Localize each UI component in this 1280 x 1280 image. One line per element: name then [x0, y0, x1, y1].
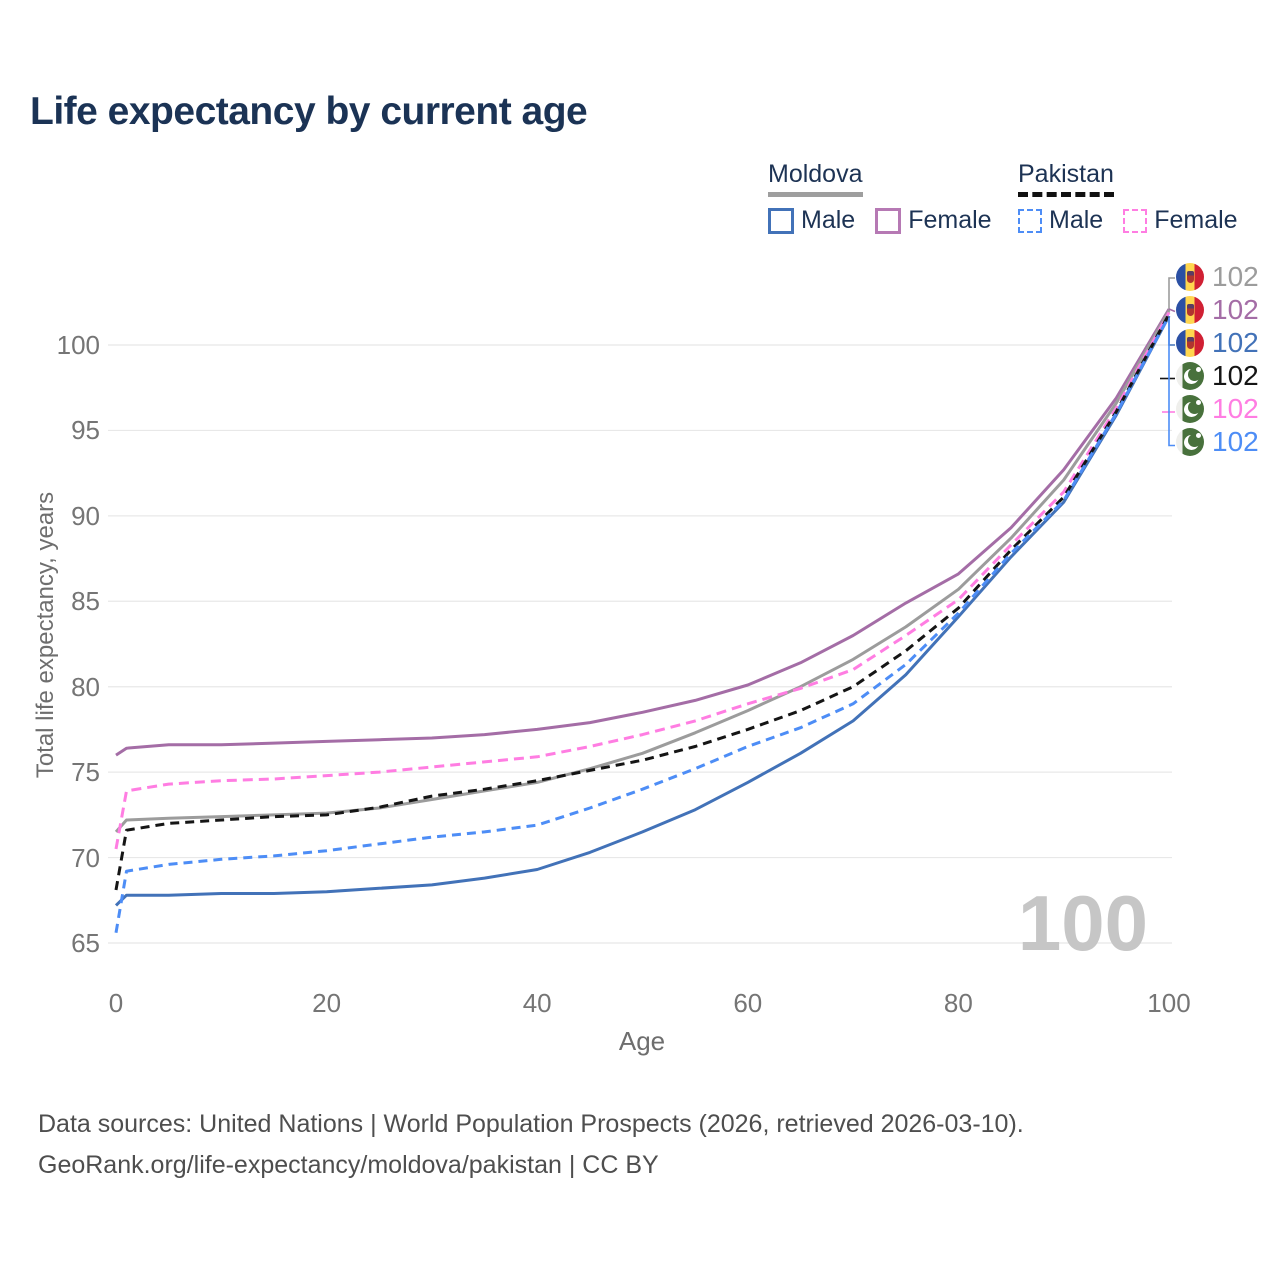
endpoint-value: 102	[1212, 426, 1259, 457]
legend-country-pakistan[interactable]: Pakistan	[1018, 160, 1114, 206]
leader-line	[1168, 318, 1175, 447]
endpoint-label-row: 102	[1176, 362, 1259, 390]
pakistan-flag-icon	[1176, 395, 1204, 423]
y-tick-label: 65	[71, 928, 100, 958]
legend-country-moldova[interactable]: Moldova	[768, 160, 863, 206]
legend-item-label: Male	[1049, 206, 1104, 234]
x-axis-title: Age	[618, 1026, 666, 1056]
moldova-flag-icon	[1176, 296, 1204, 324]
endpoint-label-row: 102	[1176, 263, 1259, 291]
x-tick-label: 100	[1147, 988, 1191, 1018]
endpoint-label-row: 102	[1176, 428, 1259, 456]
endpoint-value: 102	[1212, 294, 1259, 325]
y-tick-label: 90	[71, 500, 100, 531]
legend-country-moldova-label: Moldova	[768, 160, 863, 188]
y-tick-label: 100	[56, 330, 100, 360]
endpoint-label-row: 102	[1176, 395, 1259, 423]
series-line-moldova-male[interactable]	[114, 315, 1171, 907]
endpoint-value: 102	[1212, 261, 1259, 292]
leader-line	[1168, 277, 1175, 311]
x-tick-label: 20	[312, 988, 342, 1018]
x-tick-label: 0	[108, 988, 124, 1018]
pakistan-line-style-swatch	[1018, 192, 1114, 197]
data-sources-footer: Data sources: United Nations | World Pop…	[38, 1104, 1024, 1186]
pakistan-flag-icon	[1176, 428, 1204, 456]
age-cursor-watermark: 100	[1017, 879, 1148, 967]
legend-item-label: Male	[801, 206, 856, 234]
leader-line	[1168, 308, 1176, 313]
y-tick-label: 75	[71, 757, 100, 788]
y-tick-label: 95	[71, 415, 100, 446]
endpoint-value: 102	[1212, 393, 1259, 424]
moldova-line-style-swatch	[768, 192, 863, 197]
legend-item-pakistan-male[interactable]: Male	[1018, 206, 1103, 235]
pakistan-female-swatch-icon	[1123, 208, 1148, 233]
moldova-flag-icon	[1176, 263, 1204, 291]
pakistan-flag-icon	[1176, 362, 1204, 390]
series-line-moldova-both-sexes[interactable]	[114, 310, 1171, 833]
endpoint-value: 102	[1212, 360, 1259, 391]
legend-group-pakistan: Pakistan Male Female	[1018, 160, 1238, 235]
legend-item-moldova-male[interactable]: Male	[768, 206, 855, 235]
footer-line-2: GeoRank.org/life-expectancy/moldova/paki…	[38, 1151, 659, 1179]
moldova-male-swatch-icon	[768, 207, 794, 234]
leader-line	[1168, 316, 1175, 346]
y-tick-label: 80	[71, 671, 100, 702]
footer-line-1: Data sources: United Nations | World Pop…	[38, 1110, 1024, 1138]
chart-title: Life expectancy by current age	[30, 90, 588, 133]
y-axis-title: Total life expectancy, years	[32, 491, 59, 779]
pakistan-male-swatch-icon	[1018, 208, 1042, 233]
moldova-flag-icon	[1176, 329, 1204, 357]
legend-item-moldova-female[interactable]: Female	[875, 206, 992, 235]
legend-group-moldova: Moldova Male Female	[768, 160, 992, 235]
endpoint-label-row: 102	[1176, 296, 1259, 324]
series-line-moldova-female[interactable]	[115, 308, 1171, 757]
endpoint-label-row: 102	[1176, 329, 1259, 357]
y-tick-label: 70	[71, 842, 100, 873]
endpoint-labels: 102 102 102 102 102 102	[1176, 263, 1259, 456]
x-tick-label: 80	[943, 988, 973, 1018]
series-line-pakistan-both-sexes[interactable]	[114, 313, 1171, 891]
series-line-pakistan-male[interactable]	[114, 315, 1171, 933]
moldova-female-swatch-icon	[875, 207, 902, 234]
legend-item-pakistan-female[interactable]: Female	[1123, 206, 1238, 235]
legend-country-pakistan-label: Pakistan	[1018, 160, 1114, 188]
x-tick-label: 60	[733, 988, 763, 1018]
legend-item-label: Female	[908, 206, 992, 234]
y-tick-label: 85	[71, 586, 100, 617]
legend-item-label: Female	[1154, 206, 1238, 234]
x-tick-label: 40	[522, 988, 552, 1018]
endpoint-value: 102	[1212, 327, 1259, 358]
series-line-pakistan-female[interactable]	[114, 311, 1171, 850]
